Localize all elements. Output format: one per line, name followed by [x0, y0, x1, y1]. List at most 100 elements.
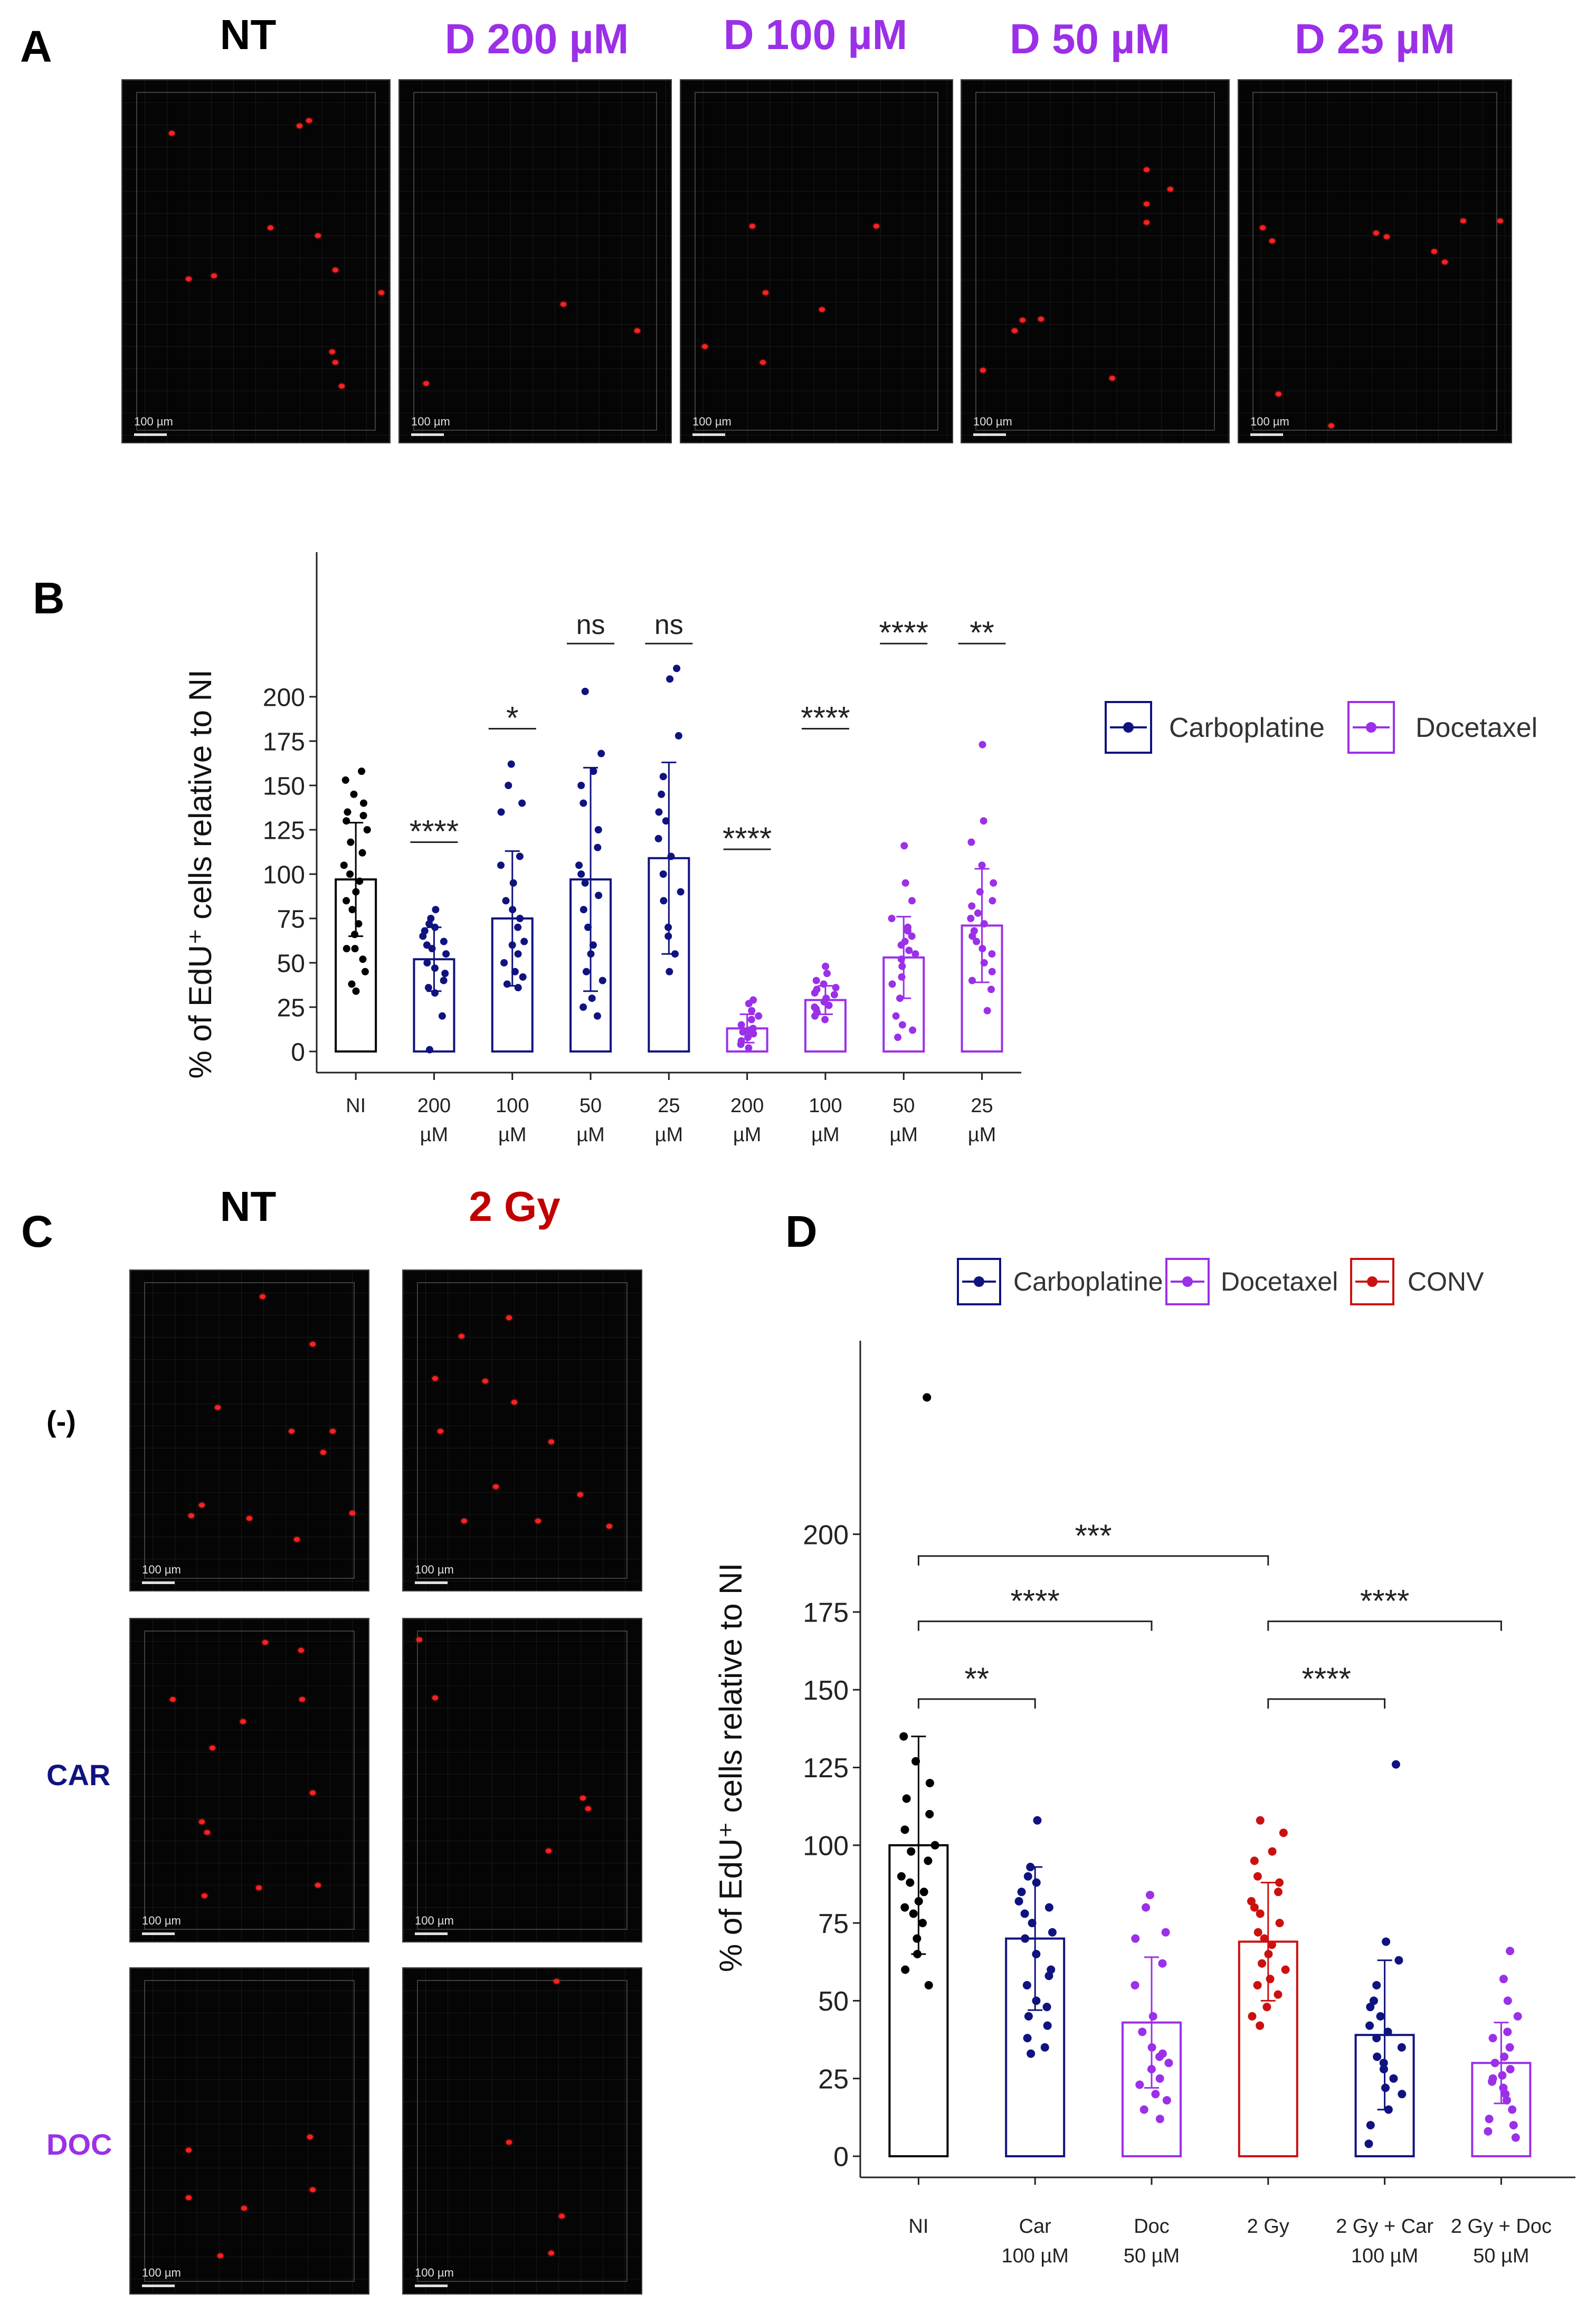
data-point: [820, 980, 828, 988]
data-point: [909, 1909, 918, 1918]
data-point: [1146, 1891, 1155, 1900]
data-point: [497, 861, 505, 869]
data-point: [580, 906, 587, 914]
data-point: [348, 980, 356, 988]
data-point: [911, 950, 919, 958]
scale-label: 100 µm: [142, 1914, 181, 1927]
data-point: [1509, 2121, 1518, 2130]
data-point: [830, 991, 838, 999]
x-tick-label: µM: [811, 1124, 840, 1146]
x-tick-label: µM: [576, 1124, 605, 1146]
scale-label: 100 µm: [142, 2266, 181, 2279]
data-point: [1027, 2049, 1036, 2058]
data-point: [968, 932, 976, 940]
data-point: [899, 1732, 908, 1741]
data-point: [519, 973, 527, 981]
data-point: [361, 968, 369, 975]
data-point: [363, 826, 371, 833]
data-point: [832, 984, 840, 992]
panel-a-title-d100: D 100 µM: [723, 11, 908, 58]
data-point: [755, 1012, 763, 1020]
data-point: [898, 1021, 906, 1029]
data-point: [677, 888, 685, 896]
data-point: [1275, 1919, 1284, 1928]
data-point: [577, 870, 585, 878]
y-tick-label: 75: [818, 1909, 849, 1939]
data-point: [1014, 1897, 1023, 1906]
data-point: [967, 915, 975, 922]
data-point: [823, 970, 831, 978]
data-point: [1498, 2071, 1507, 2080]
data-point: [1366, 2121, 1375, 2130]
data-point: [588, 994, 596, 1002]
y-tick-label: 0: [291, 1038, 305, 1066]
data-point: [1032, 1878, 1041, 1887]
data-point: [356, 877, 364, 885]
data-point: [749, 1030, 757, 1038]
data-point: [581, 687, 589, 695]
data-point: [1138, 2027, 1147, 2036]
scale-label: 100 µm: [1250, 415, 1289, 428]
data-point: [1488, 2077, 1497, 2086]
y-tick-label: 150: [263, 772, 305, 800]
legend-key: [1347, 701, 1395, 754]
legend-label: Docetaxel: [1221, 1267, 1338, 1296]
data-point: [1155, 2115, 1164, 2124]
significance-label: ****: [723, 821, 772, 856]
data-point: [973, 937, 981, 945]
scale-label: 100 µm: [415, 1914, 454, 1927]
data-point: [1268, 1847, 1277, 1856]
data-point: [908, 897, 916, 905]
panel-a-title-d50: D 50 µM: [1010, 15, 1170, 62]
legend-b: Carboplatine Docetaxel: [1105, 701, 1537, 754]
micrograph-a-nt: 100 µm: [121, 79, 391, 443]
micrograph-c-nt-doc: 100 µm: [129, 1967, 369, 2295]
data-point: [745, 1000, 753, 1008]
data-point: [580, 799, 587, 807]
comparison-bracket: [1267, 1698, 1386, 1709]
data-point: [1155, 2074, 1164, 2083]
comparison-label: ****: [1010, 1584, 1059, 1619]
data-point: [919, 1888, 928, 1897]
data-point: [348, 906, 356, 914]
scale-label: 100 µm: [415, 2266, 454, 2279]
panel-c-title-2gy: 2 Gy: [469, 1183, 560, 1230]
data-point: [343, 945, 350, 953]
legend-key: [1165, 1258, 1210, 1305]
x-tick-label: 200: [730, 1095, 764, 1117]
data-point: [1373, 2052, 1382, 2061]
data-point: [1382, 1937, 1391, 1946]
data-point: [1032, 1996, 1041, 2005]
data-point: [1048, 1928, 1057, 1937]
data-point: [507, 760, 515, 768]
data-point: [990, 879, 998, 887]
data-point: [1023, 1872, 1032, 1881]
legend-label: Carboplatine: [1169, 713, 1325, 743]
data-point: [1379, 2065, 1388, 2074]
data-point: [988, 968, 996, 975]
data-point: [1024, 2012, 1033, 2021]
x-tick-label: 100 µM: [1001, 2245, 1069, 2267]
data-point: [1369, 1996, 1378, 2005]
data-point: [1256, 1909, 1265, 1918]
data-point: [674, 732, 682, 740]
data-point: [343, 817, 350, 825]
x-tick-label: µM: [420, 1124, 449, 1146]
data-point: [347, 838, 355, 846]
legend-key-dot: [1123, 722, 1134, 733]
comparison-bracket: [917, 1698, 1036, 1709]
y-tick-label: 125: [263, 817, 305, 845]
data-point: [346, 870, 354, 878]
micrograph-a-d200: 100 µm: [398, 79, 672, 443]
data-point: [1022, 1980, 1031, 1989]
data-point: [514, 984, 522, 992]
data-point: [655, 808, 663, 816]
data-point: [1256, 1816, 1265, 1825]
data-point: [1372, 1980, 1381, 1989]
data-point: [350, 790, 358, 798]
data-point: [1040, 2043, 1049, 2052]
data-point: [658, 790, 666, 798]
comparison-label: ***: [1075, 1518, 1112, 1553]
data-point: [1267, 1940, 1276, 1949]
legend-key: [957, 1258, 1001, 1305]
